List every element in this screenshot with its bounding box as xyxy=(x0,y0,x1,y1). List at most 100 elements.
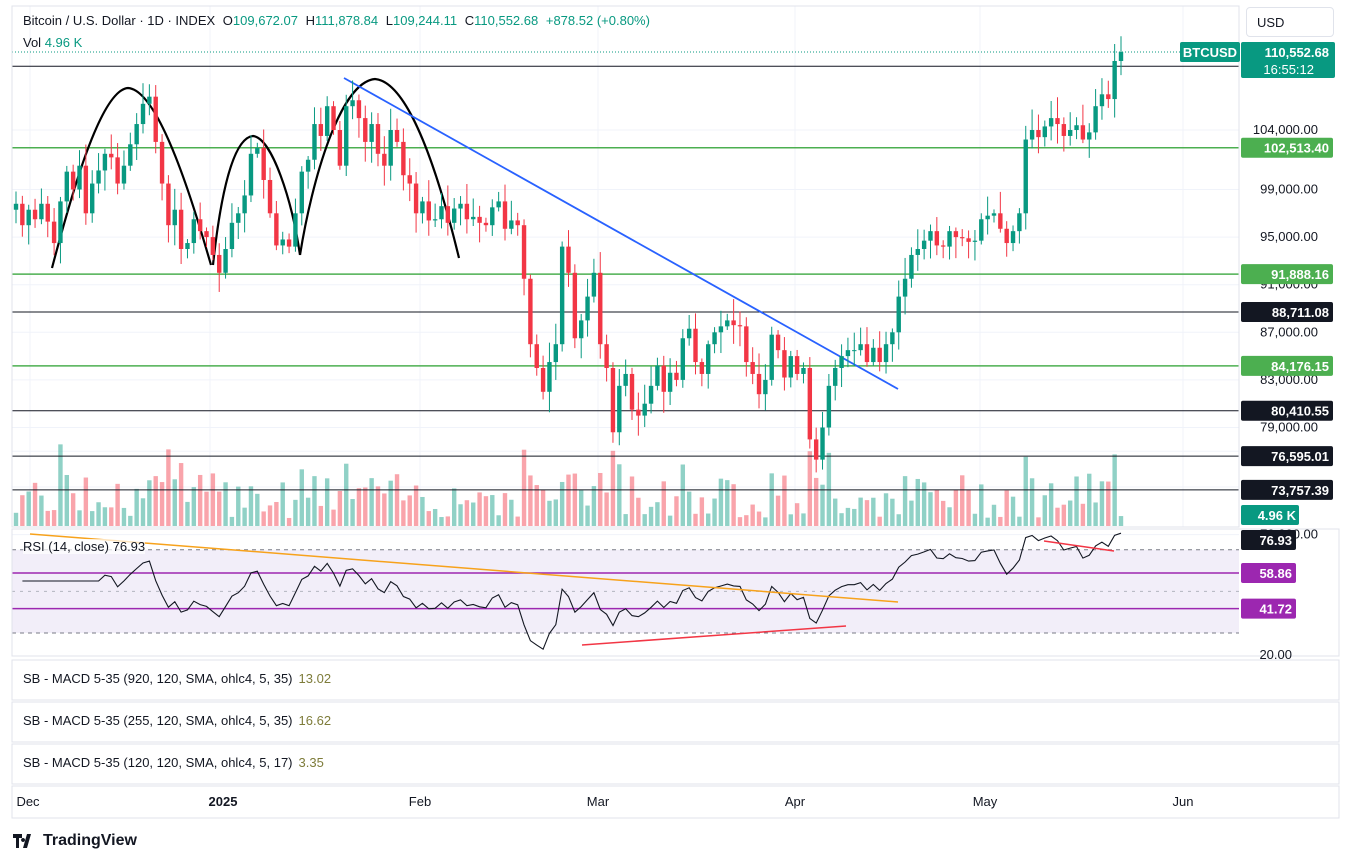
volume-tag xyxy=(1241,505,1299,525)
macd-legend-2[interactable]: SB - MACD 5-35 (255, 120, SMA, ohlc4, 5,… xyxy=(23,713,331,728)
candle-body xyxy=(667,372,673,392)
volume-bar xyxy=(744,515,749,526)
candle-body xyxy=(432,219,438,221)
candle-body xyxy=(648,385,654,404)
candle-body xyxy=(134,124,139,145)
volume-bar xyxy=(515,516,520,526)
volume-bar xyxy=(1029,478,1035,526)
level-tag-label: 76,595.01 xyxy=(1271,449,1329,464)
volume-bar xyxy=(502,493,508,526)
volume-bar xyxy=(90,511,95,526)
candle-body xyxy=(661,365,666,392)
candle-body xyxy=(178,209,184,249)
candle-body xyxy=(629,373,635,410)
candle-body xyxy=(1010,231,1016,244)
candle-body xyxy=(26,209,31,226)
volume-bar xyxy=(896,514,901,526)
volume-bar xyxy=(998,516,1003,526)
candle-body xyxy=(229,222,235,249)
volume-bar xyxy=(858,497,863,526)
candle-body xyxy=(744,326,749,363)
candle-body xyxy=(153,96,158,142)
volume-bar xyxy=(58,444,63,526)
candle-body xyxy=(1099,94,1105,107)
tradingview-logo[interactable]: TradingView xyxy=(13,832,137,850)
candle-body xyxy=(636,409,641,416)
volume-bar xyxy=(13,512,19,526)
volume-bar xyxy=(331,509,336,526)
candle-body xyxy=(572,272,578,339)
volume-bar xyxy=(890,498,895,526)
price-tick-label: 79,000.00 xyxy=(1260,420,1318,435)
volume-bar xyxy=(909,500,914,526)
candle-body xyxy=(979,219,984,241)
candle-body xyxy=(445,206,451,223)
volume-bar xyxy=(1061,504,1067,526)
candle-body xyxy=(686,328,692,339)
pane-border-1 xyxy=(11,659,1340,701)
candle-body xyxy=(502,201,508,229)
volume-bar xyxy=(121,507,127,526)
volume-bar xyxy=(699,497,705,526)
candle-body xyxy=(1055,118,1060,125)
volume-bar xyxy=(623,514,628,526)
candle-body xyxy=(280,239,285,246)
volume-bar xyxy=(553,499,558,526)
volume-bar xyxy=(585,505,590,526)
candle-body xyxy=(598,272,603,345)
candle-body xyxy=(32,209,38,220)
volume-bar xyxy=(344,463,349,526)
volume-bar xyxy=(813,477,819,526)
volume-bar xyxy=(1106,481,1111,526)
candle-body xyxy=(940,245,946,247)
volume-bar xyxy=(667,515,673,526)
volume-bar xyxy=(534,485,539,526)
volume-bar xyxy=(1042,495,1047,526)
candle-body xyxy=(585,296,590,321)
candle-body xyxy=(566,246,571,273)
volume-bar xyxy=(274,501,279,526)
candle-body xyxy=(509,220,514,229)
candle-body xyxy=(623,373,628,386)
candle-body xyxy=(756,373,762,395)
volume-bar xyxy=(178,463,184,526)
time-tick-label: May xyxy=(973,794,998,809)
volume-bar xyxy=(750,504,755,526)
macd-legend-1[interactable]: SB - MACD 5-35 (920, 120, SMA, ohlc4, 5,… xyxy=(23,671,331,686)
volume-bar xyxy=(261,511,266,526)
level-tag xyxy=(1241,301,1333,322)
candle-body xyxy=(20,203,25,226)
volume-bar xyxy=(267,505,273,526)
volume-bar xyxy=(337,490,343,526)
level-tag xyxy=(1241,479,1333,500)
rsi-level-tag xyxy=(1241,562,1296,583)
candle-body xyxy=(845,350,851,357)
volume-bar xyxy=(451,488,457,526)
volume-bar xyxy=(642,514,647,526)
volume-bar xyxy=(45,510,50,526)
volume-bar xyxy=(407,495,412,526)
volume-bar xyxy=(852,508,857,526)
time-tick-label: Jun xyxy=(1173,794,1194,809)
volume-bar xyxy=(1093,502,1098,526)
volume-bar xyxy=(731,484,736,526)
candle-body xyxy=(725,320,730,327)
candle-body xyxy=(674,372,679,380)
currency-button[interactable]: USD xyxy=(1246,7,1334,37)
volume-bar xyxy=(140,498,146,526)
volume-bar xyxy=(883,493,889,526)
volume-bar xyxy=(426,511,431,526)
volume-bar xyxy=(991,504,997,526)
candle-body xyxy=(147,96,152,104)
horizontal-levels xyxy=(12,51,1239,491)
volume-legend: Vol 4.96 K xyxy=(23,35,82,50)
volume-bar xyxy=(547,500,552,526)
macd-label: SB - MACD 5-35 (255, 120, SMA, ohlc4, 5,… xyxy=(23,713,293,728)
candle-body xyxy=(401,141,406,176)
macd-legend-3[interactable]: SB - MACD 5-35 (120, 120, SMA, ohlc4, 5,… xyxy=(23,755,324,770)
symbol-title[interactable]: Bitcoin / U.S. Dollar · 1D · INDEX xyxy=(23,13,216,28)
rsi-value-label: 76.93 xyxy=(1259,533,1292,548)
candle-body xyxy=(439,206,444,220)
volume-bar xyxy=(496,515,501,526)
